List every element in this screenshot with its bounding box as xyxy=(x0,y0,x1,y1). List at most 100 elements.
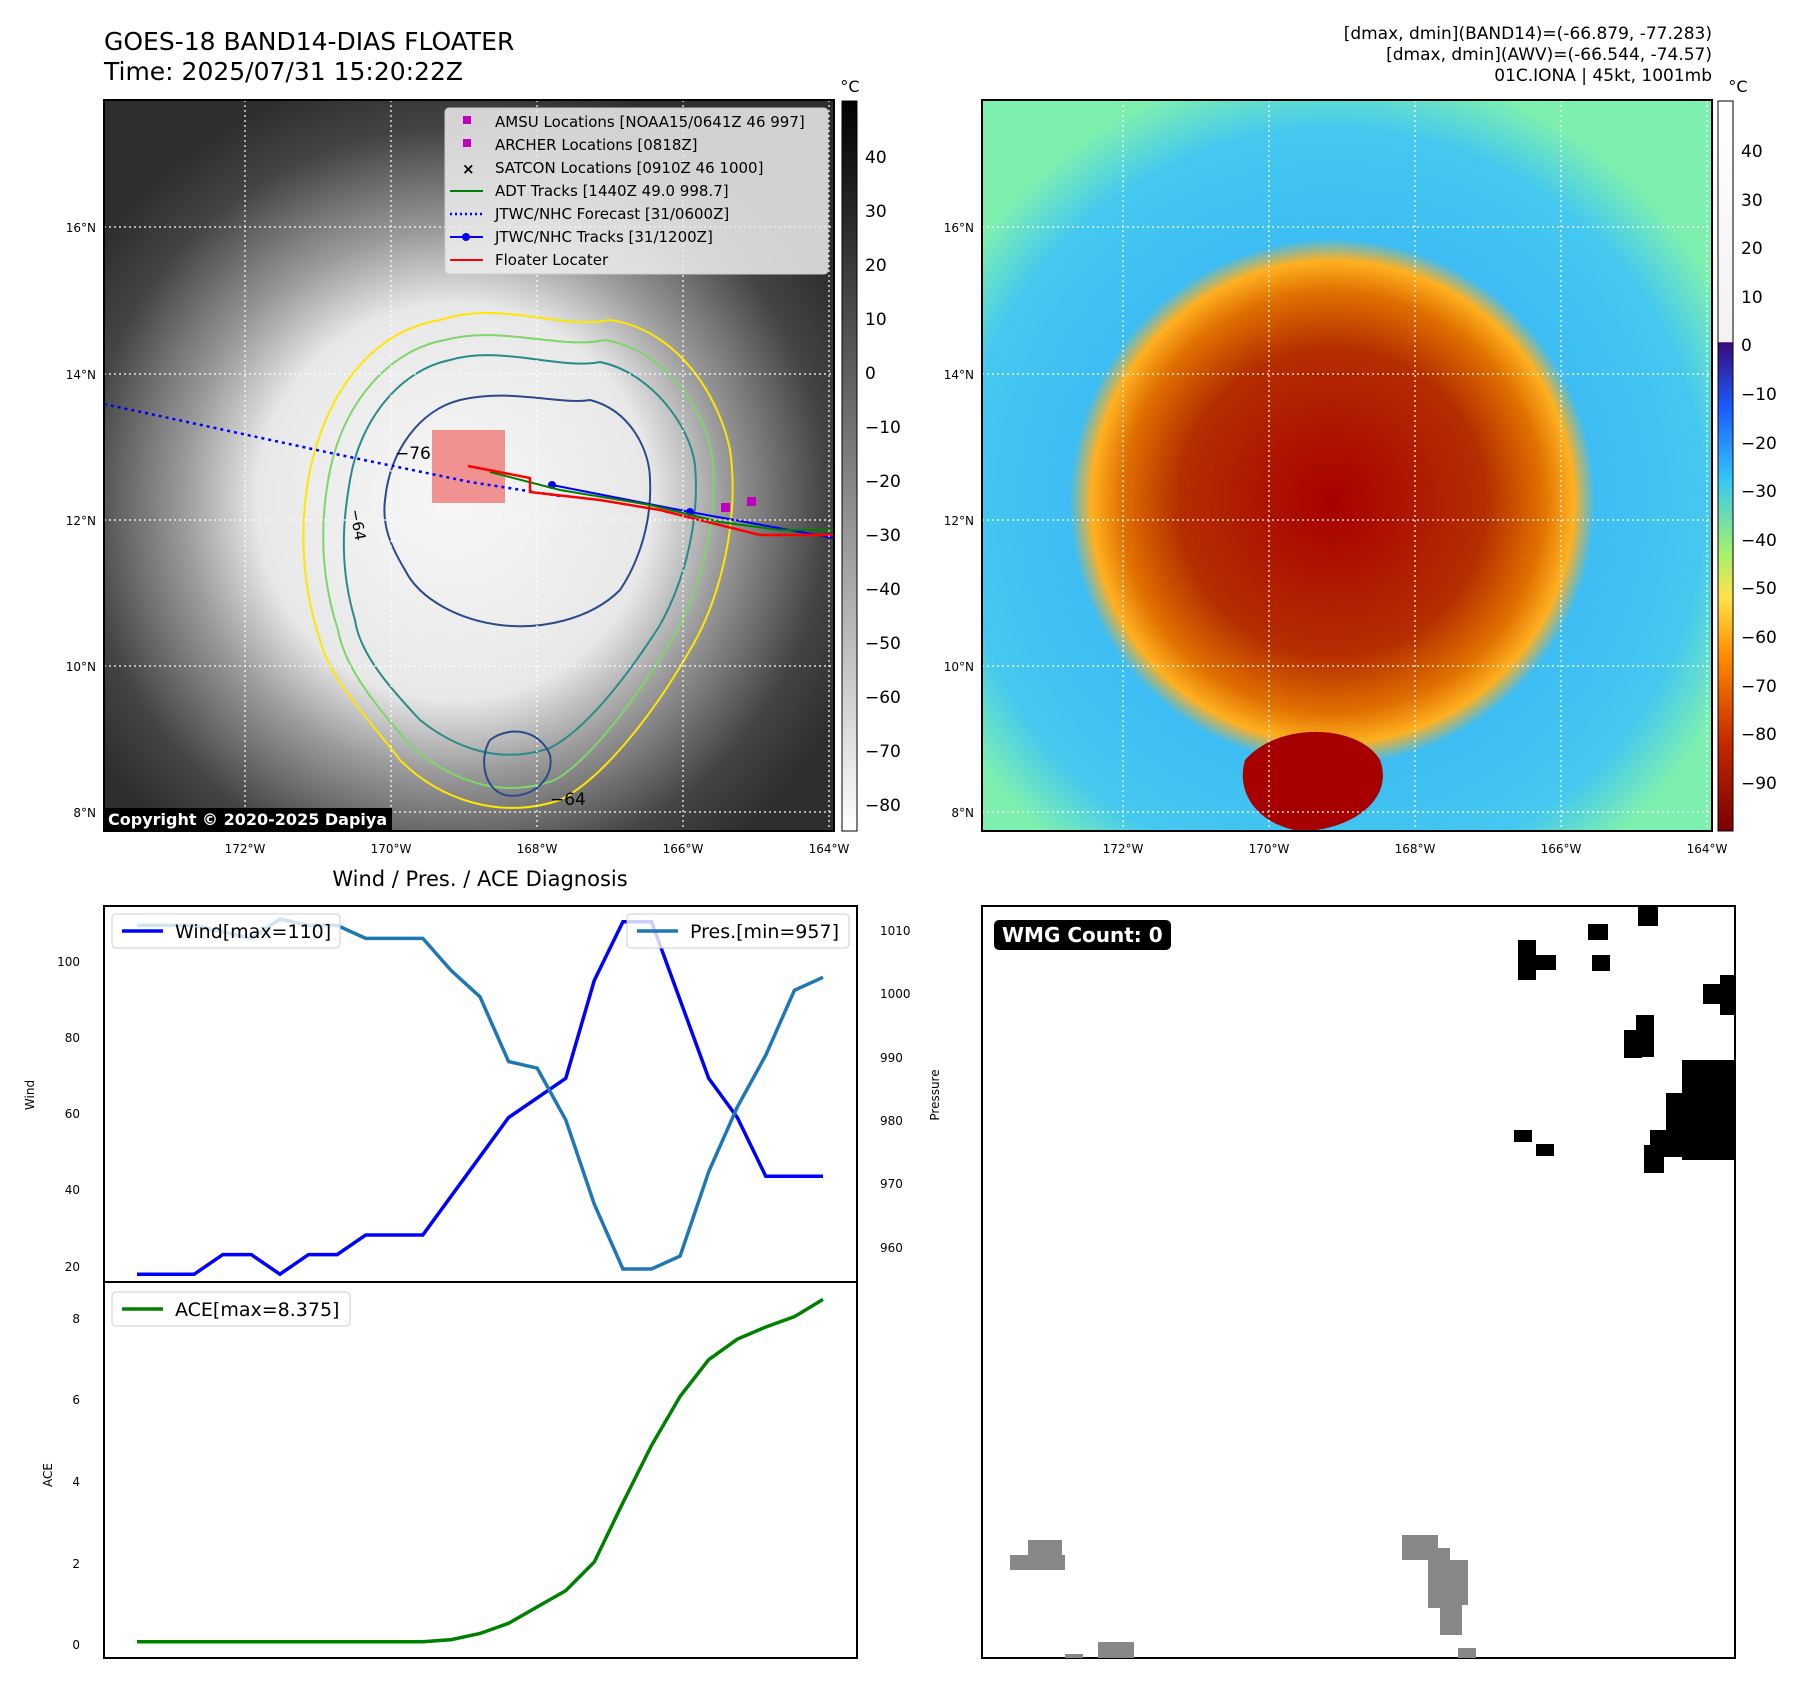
contour-label-76: −76 xyxy=(395,444,431,464)
wmg-gray-patches xyxy=(1010,1535,1476,1658)
awv-gridlines xyxy=(982,100,1712,831)
legend-satcon-label: SATCON Locations [0910Z 46 1000] xyxy=(495,159,763,177)
ir-cb-tick: −80 xyxy=(865,796,901,816)
awv-cb-tick: 20 xyxy=(1741,239,1763,259)
ir-map-panel: −76 −64 −64 xyxy=(66,77,901,856)
lat-label: 10°N xyxy=(66,660,96,674)
lon-label: 164°W xyxy=(809,842,850,856)
ace-axis-label: ACE xyxy=(41,1463,55,1487)
ir-cb-tick: 30 xyxy=(865,202,887,222)
lon-label: 170°W xyxy=(371,842,412,856)
wmg-frame xyxy=(981,905,1736,1659)
lon-label: 172°W xyxy=(225,842,266,856)
wind-tick: 100 xyxy=(57,955,80,969)
pressure-tick: 990 xyxy=(880,1051,903,1065)
lon-label: 170°W xyxy=(1249,842,1290,856)
legend-jtwc-dot xyxy=(462,233,470,241)
ace-tick: 2 xyxy=(72,1557,80,1571)
awv-cb-tick: 40 xyxy=(1741,142,1763,162)
wmg-panel xyxy=(981,905,1736,1659)
contour-core xyxy=(383,394,652,628)
contour-label-64b: −64 xyxy=(550,790,586,810)
ace-ticks: 8 6 4 2 0 xyxy=(72,1312,80,1652)
contour-inner xyxy=(342,354,697,756)
wind-legend: Wind[max=110] xyxy=(111,913,341,949)
lon-label: 172°W xyxy=(1103,842,1144,856)
awv-south-cell xyxy=(1242,731,1383,831)
legend-amsu-label: AMSU Locations [NOAA15/0641Z 46 997] xyxy=(495,113,805,131)
info-band14: [dmax, dmin](BAND14)=(-66.879, -77.283) xyxy=(1344,24,1712,44)
contour-outer xyxy=(302,312,734,809)
pressure-tick: 960 xyxy=(880,1241,903,1255)
awv-cb-tick: −80 xyxy=(1741,725,1777,745)
ir-cb-tick: −70 xyxy=(865,742,901,762)
pressure-tick: 970 xyxy=(880,1177,903,1191)
map-legend: AMSU Locations [NOAA15/0641Z 46 997] ARC… xyxy=(444,107,829,275)
lon-label: 164°W xyxy=(1687,842,1728,856)
info-storm: 01C.IONA | 45kt, 1001mb xyxy=(1494,66,1712,86)
legend-forecast-label: JTWC/NHC Forecast [31/0600Z] xyxy=(494,205,729,223)
ace-legend-label: ACE[max=8.375] xyxy=(175,1299,339,1321)
lat-label: 14°N xyxy=(66,368,96,382)
archer-marker xyxy=(747,497,756,506)
awv-cb-tick: 10 xyxy=(1741,288,1763,308)
floater-track xyxy=(467,464,834,537)
ir-cb-tick: 20 xyxy=(865,256,887,276)
ir-cb-tick: −60 xyxy=(865,688,901,708)
ace-series-line xyxy=(137,1297,824,1644)
ir-colorbar-ticks: 40 30 20 10 0 −10 −20 −30 −40 −50 −60 −7… xyxy=(865,148,901,816)
ace-frame xyxy=(103,1281,858,1659)
ir-colorbar-unit: °C xyxy=(840,77,859,96)
ir-cb-tick: −30 xyxy=(865,526,901,546)
ir-lon-labels: 172°W 170°W 168°W 166°W 164°W xyxy=(225,842,850,856)
lat-label: 8°N xyxy=(951,806,974,820)
ace-tick: 8 xyxy=(72,1312,80,1326)
lat-label: 10°N xyxy=(944,660,974,674)
lon-label: 166°W xyxy=(1541,842,1582,856)
wind-tick: 80 xyxy=(65,1031,80,1045)
wind-axis-label: Wind xyxy=(23,1080,37,1110)
figure-time: Time: 2025/07/31 15:20:22Z xyxy=(103,57,463,86)
wmg-count-badge: WMG Count: 0 xyxy=(994,920,1171,950)
ir-cb-tick: −20 xyxy=(865,472,901,492)
lat-label: 16°N xyxy=(66,221,96,235)
lon-label: 166°W xyxy=(663,842,704,856)
forecast-track xyxy=(104,402,561,498)
awv-cb-tick: −90 xyxy=(1741,774,1777,794)
legend-archer-icon xyxy=(463,139,471,147)
ir-lat-labels: 16°N 14°N 12°N 10°N 8°N xyxy=(66,221,96,820)
ir-cb-tick: −40 xyxy=(865,580,901,600)
wind-tick: 20 xyxy=(65,1260,80,1274)
awv-cb-tick: −30 xyxy=(1741,482,1777,502)
ir-cb-tick: 10 xyxy=(865,310,887,330)
legend-satcon-icon: × xyxy=(462,160,475,178)
awv-cb-tick: −10 xyxy=(1741,385,1777,405)
legend-jtwc-label: JTWC/NHC Tracks [31/1200Z] xyxy=(494,228,713,246)
lon-label: 168°W xyxy=(1395,842,1436,856)
ir-cb-tick: −10 xyxy=(865,418,901,438)
awv-colorbar-ticks: 40 30 20 10 0 −10 −20 −30 −40 −50 −60 −7… xyxy=(1741,142,1777,794)
ace-legend: ACE[max=8.375] xyxy=(111,1291,351,1327)
ace-panel: ACE 8 6 4 2 0 ACE[max=8.375] xyxy=(41,1281,858,1659)
ir-frame xyxy=(103,99,835,832)
legend-floater-label: Floater Locater xyxy=(495,251,609,269)
wind-tick: 60 xyxy=(65,1107,80,1121)
awv-lat-labels: 16°N 14°N 12°N 10°N 8°N xyxy=(944,221,974,820)
diagnosis-title: Wind / Pres. / ACE Diagnosis xyxy=(332,867,627,891)
lat-label: 12°N xyxy=(66,514,96,528)
pressure-tick: 1000 xyxy=(880,987,911,1001)
awv-cb-tick: −70 xyxy=(1741,677,1777,697)
pressure-tick: 1010 xyxy=(880,924,911,938)
contour-south xyxy=(483,730,552,797)
pressure-legend-label: Pres.[min=957] xyxy=(690,921,839,943)
pressure-axis-label: Pressure xyxy=(928,1069,942,1120)
wind-frame xyxy=(103,905,858,1283)
awv-colorbar-unit: °C xyxy=(1728,77,1747,96)
awv-colorbar xyxy=(1717,100,1734,832)
wind-legend-label: Wind[max=110] xyxy=(175,921,331,943)
wind-ticks: 100 80 60 40 20 xyxy=(57,955,80,1274)
ir-cb-tick: 40 xyxy=(865,148,887,168)
pressure-ticks: 1010 1000 990 980 970 960 xyxy=(880,924,911,1255)
lat-label: 12°N xyxy=(944,514,974,528)
figure-title: GOES-18 BAND14-DIAS FLOATER xyxy=(104,27,514,56)
